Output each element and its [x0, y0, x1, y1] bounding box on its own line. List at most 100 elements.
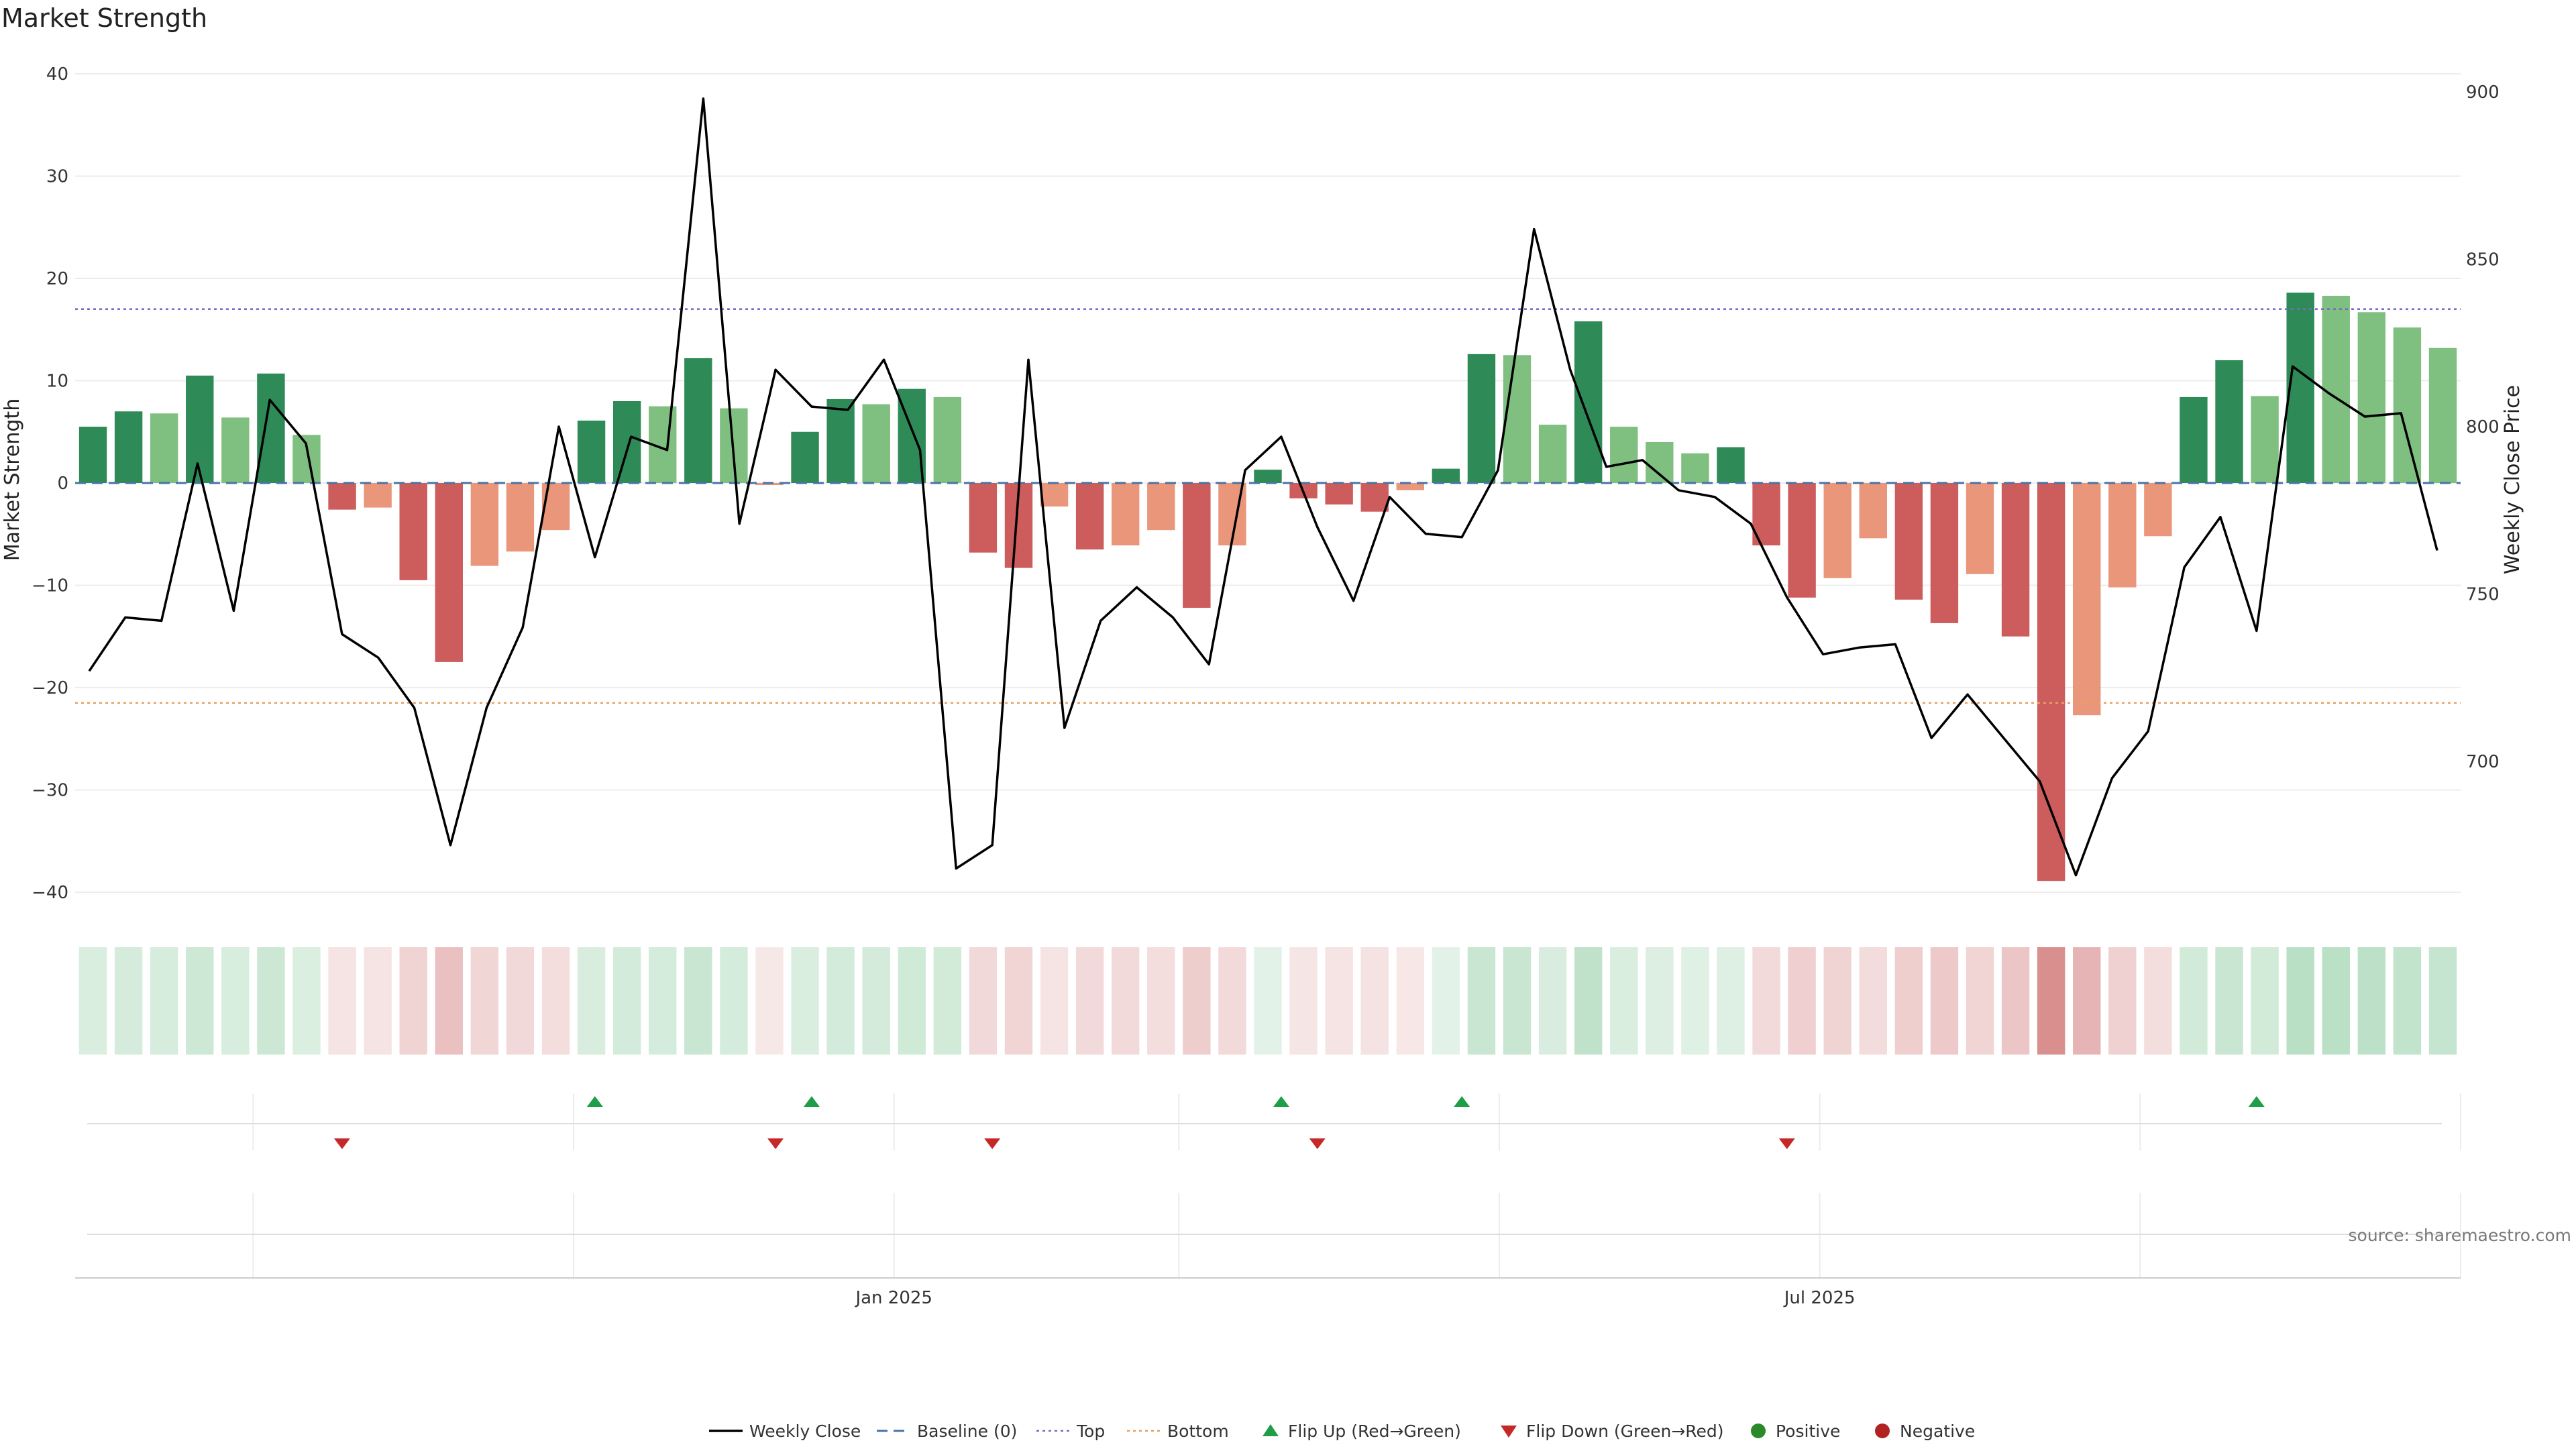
- heat-cell: [435, 947, 463, 1055]
- legend-swatch: [1501, 1426, 1517, 1438]
- heat-cell: [257, 947, 285, 1055]
- strength-heat-strip: [78, 947, 2457, 1055]
- heat-cell: [541, 947, 570, 1055]
- y2-tick-label: 800: [2466, 417, 2500, 437]
- heat-cell: [1218, 947, 1246, 1055]
- heat-cell: [1396, 947, 1424, 1055]
- strength-bar: [862, 404, 890, 483]
- strength-bar: [328, 483, 356, 510]
- heat-cell: [1040, 947, 1069, 1055]
- x-axis-ticks: Jan 2025 Jul 2025: [854, 1288, 1855, 1308]
- strength-bar: [292, 435, 321, 483]
- strength-bar: [257, 373, 285, 483]
- y-tick-label: 20: [46, 269, 68, 289]
- heat-cell: [612, 947, 641, 1055]
- flip-markers-panel: [87, 1096, 2442, 1149]
- heat-cell: [2251, 947, 2279, 1055]
- flip-down-marker: [1778, 1138, 1795, 1149]
- heat-cell: [1752, 947, 1780, 1055]
- strength-bar: [221, 417, 250, 483]
- heat-cell: [1467, 947, 1496, 1055]
- strength-bar: [1075, 483, 1104, 550]
- strength-bar: [1681, 453, 1709, 483]
- strength-bar: [470, 483, 499, 566]
- heat-cell: [292, 947, 321, 1055]
- legend-swatch: [1263, 1424, 1279, 1436]
- source-note: source: sharemaestro.com: [2349, 1226, 2572, 1245]
- heat-cell: [1325, 947, 1353, 1055]
- legend-swatch: [1751, 1424, 1766, 1438]
- heat-cell: [933, 947, 962, 1055]
- y-axis-label: Market Strength: [1, 398, 24, 561]
- heat-cell: [755, 947, 784, 1055]
- heat-cell: [2322, 947, 2350, 1055]
- strength-bar: [364, 483, 392, 508]
- heat-cell: [186, 947, 214, 1055]
- strength-bar: [2251, 396, 2279, 483]
- heat-cell: [150, 947, 178, 1055]
- strength-bar: [2108, 483, 2137, 588]
- legend-label: Top: [1076, 1421, 1105, 1441]
- strength-bar: [1574, 321, 1603, 483]
- heat-cell: [1788, 947, 1816, 1055]
- heat-cell: [1610, 947, 1638, 1055]
- strength-bar: [1147, 483, 1175, 531]
- heat-cell: [1112, 947, 1140, 1055]
- weekly-close-line: [88, 97, 2438, 877]
- y2-tick-label: 900: [2466, 83, 2500, 103]
- heat-cell: [1538, 947, 1567, 1055]
- heat-cell: [1930, 947, 1959, 1055]
- strength-bar: [541, 483, 570, 531]
- y2-axis-ticks: 900 850 800 750 700: [2466, 83, 2500, 772]
- strength-bar: [2357, 312, 2386, 483]
- strength-bar: [2073, 483, 2101, 716]
- legend-label: Negative: [1900, 1421, 1975, 1441]
- heat-cell: [862, 947, 890, 1055]
- heat-cell: [2428, 947, 2457, 1055]
- strength-bar: [78, 427, 107, 483]
- strength-bar: [1040, 483, 1069, 507]
- strength-bar: [2428, 347, 2457, 483]
- dots-panel: [75, 1234, 2461, 1279]
- heat-cell: [364, 947, 392, 1055]
- y2-tick-label: 850: [2466, 250, 2500, 270]
- strength-bar: [150, 413, 178, 483]
- flip-up-marker: [586, 1096, 603, 1107]
- strength-bar: [186, 375, 214, 483]
- flip-up-marker: [1273, 1096, 1289, 1107]
- heat-cell: [1574, 947, 1603, 1055]
- heat-cell: [2215, 947, 2243, 1055]
- heat-cell: [1147, 947, 1175, 1055]
- legend-label: Weekly Close: [749, 1421, 861, 1441]
- legend-label: Bottom: [1167, 1421, 1229, 1441]
- flip-down-marker: [984, 1138, 1001, 1149]
- strength-bar: [791, 431, 819, 483]
- legend-item-neg: Negative: [1875, 1421, 1975, 1441]
- legend-swatch: [1875, 1424, 1890, 1438]
- heat-cell: [470, 947, 499, 1055]
- heat-cell: [1503, 947, 1532, 1055]
- legend: Weekly Close Baseline (0) Top Bottom Flip Up…: [709, 1421, 1975, 1441]
- strength-bars: [78, 292, 2457, 881]
- heat-cell: [2286, 947, 2314, 1055]
- legend-label: Baseline (0): [917, 1421, 1017, 1441]
- strength-bar: [2393, 327, 2422, 483]
- heat-cell: [506, 947, 535, 1055]
- strength-bar: [2215, 360, 2243, 483]
- y-tick-label: 40: [46, 64, 68, 85]
- flip-down-marker: [1309, 1138, 1326, 1149]
- heat-cell: [1432, 947, 1460, 1055]
- strength-bar: [1254, 470, 1282, 483]
- strength-bar: [2322, 295, 2350, 483]
- heat-cell: [2144, 947, 2172, 1055]
- flip-up-marker: [803, 1096, 820, 1107]
- strength-bar: [1467, 354, 1496, 483]
- heat-cell: [577, 947, 606, 1055]
- strength-bar: [2037, 483, 2065, 881]
- strength-bar: [1183, 483, 1211, 608]
- y-tick-label: 30: [46, 167, 68, 187]
- legend-item-flipup: Flip Up (Red→Green): [1263, 1421, 1461, 1441]
- strength-bar: [1538, 425, 1567, 483]
- legend-item-baseline: Baseline (0): [877, 1421, 1017, 1441]
- x-tick-label: Jul 2025: [1783, 1288, 1856, 1308]
